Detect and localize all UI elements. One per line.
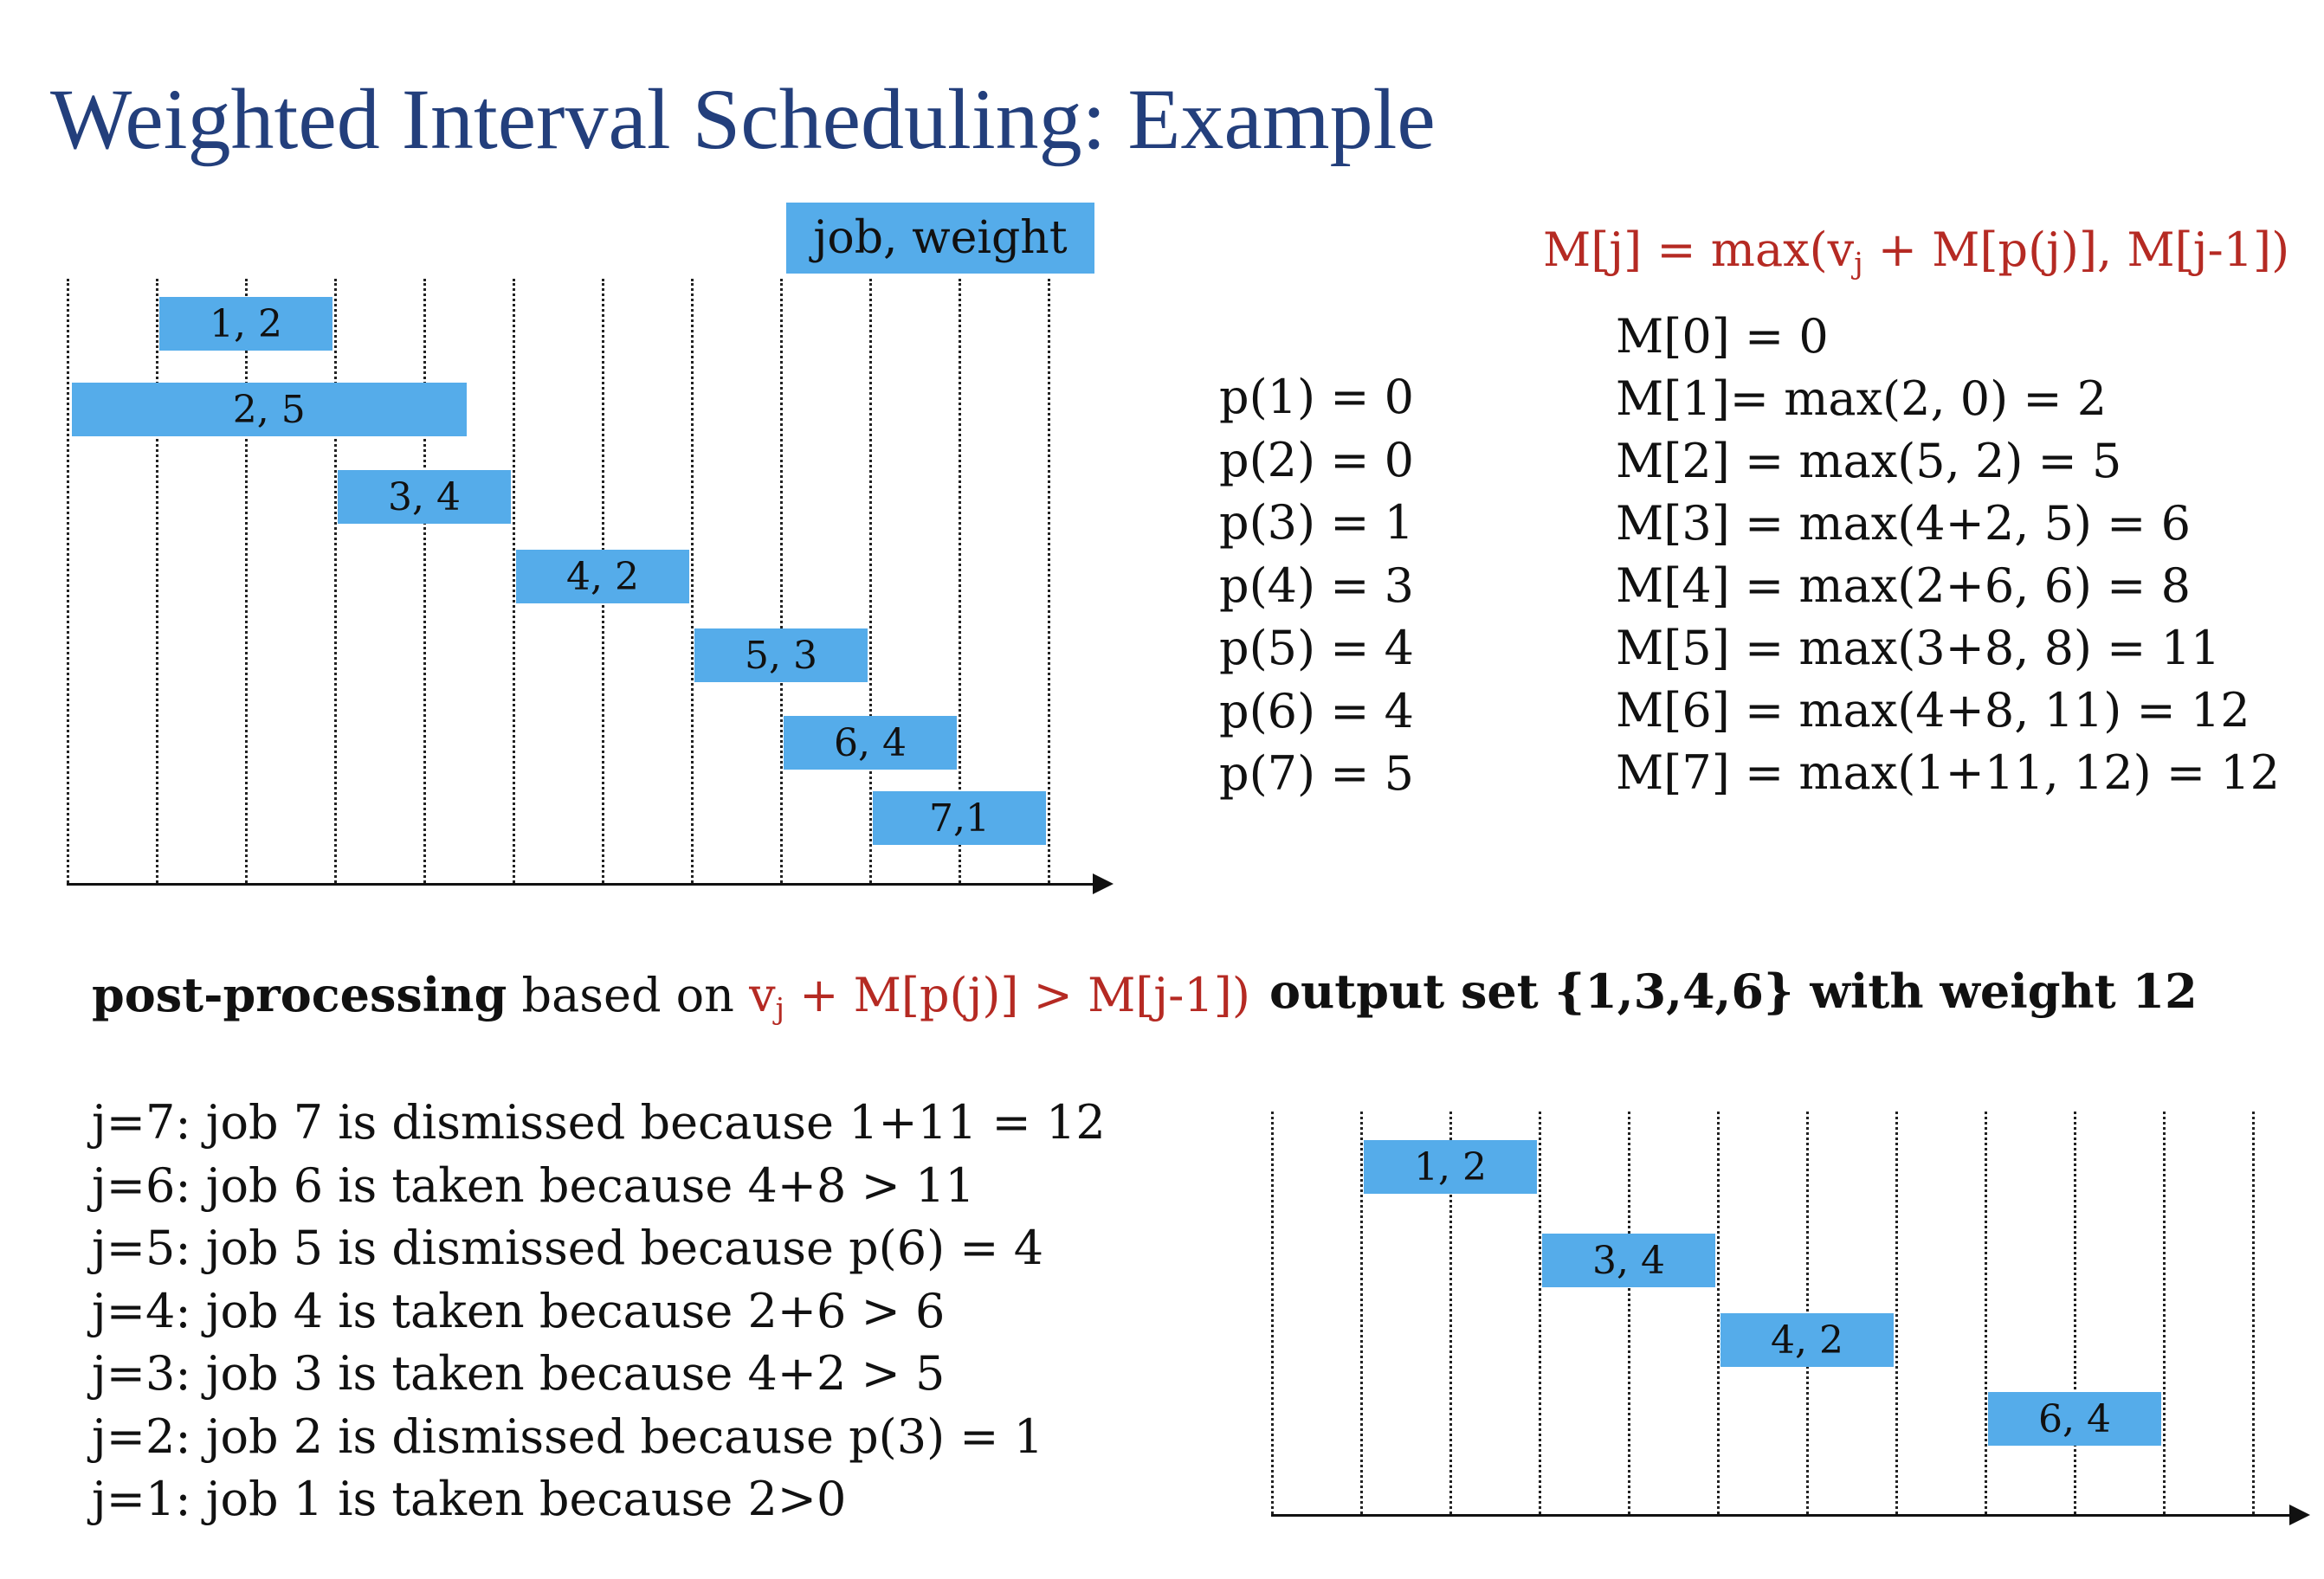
m-value-line: M[6] = max(4+8, 11) = 12 xyxy=(1616,683,2250,738)
p-value-line: p(6) = 4 xyxy=(1219,683,1414,738)
recurrence-subscript: j xyxy=(1854,246,1863,280)
p-value-line: p(2) = 0 xyxy=(1219,432,1414,487)
condition-subscript: j xyxy=(775,991,785,1026)
postprocessing-heading-plain: based on xyxy=(507,968,750,1022)
p-value-line: p(1) = 0 xyxy=(1219,370,1414,424)
postprocessing-line: j=5: job 5 is dismissed because p(6) = 4 xyxy=(92,1221,1044,1275)
m-value-line: M[7] = max(1+11, 12) = 12 xyxy=(1616,745,2280,800)
legend-job-weight: job, weight xyxy=(786,203,1094,274)
time-gridline xyxy=(1360,1112,1363,1514)
m-value-line: M[3] = max(4+2, 5) = 6 xyxy=(1616,496,2191,551)
time-gridline xyxy=(245,279,248,883)
time-gridline xyxy=(691,279,694,883)
time-gridline xyxy=(2163,1112,2166,1514)
postprocessing-line: j=7: job 7 is dismissed because 1+11 = 1… xyxy=(92,1095,1106,1150)
time-gridline xyxy=(2074,1112,2076,1514)
job-bar: 1, 2 xyxy=(159,297,332,351)
m-value-line: M[1]= max(2, 0) = 2 xyxy=(1616,371,2108,426)
postprocessing-line: j=3: job 3 is taken because 4+2 > 5 xyxy=(92,1346,946,1401)
postprocessing-heading: post-processing based on vj + M[p(j)] > … xyxy=(92,971,1250,1023)
p-value-line: p(4) = 3 xyxy=(1219,557,1414,613)
time-gridline xyxy=(2252,1112,2255,1514)
time-axis xyxy=(67,883,1093,886)
recurrence-rhs: + M[p(j)], M[j-1]) xyxy=(1862,222,2290,277)
job-bar: 5, 3 xyxy=(694,628,868,682)
postprocessing-line: j=6: job 6 is taken because 4+8 > 11 xyxy=(92,1157,975,1213)
p-value-line: p(3) = 1 xyxy=(1219,495,1414,550)
p-value-line: p(5) = 4 xyxy=(1219,621,1414,675)
m-value-line: M[5] = max(3+8, 8) = 11 xyxy=(1616,621,2221,675)
time-gridline xyxy=(1717,1112,1720,1514)
condition-rest: + M[p(j)] > M[j-1]) xyxy=(784,968,1250,1022)
time-gridline xyxy=(869,279,872,883)
time-gridline xyxy=(156,279,158,883)
page-title: Weighted Interval Scheduling: Example xyxy=(50,71,1436,167)
time-gridline xyxy=(959,279,961,883)
job-bar: 7,1 xyxy=(873,791,1046,845)
axis-arrowhead xyxy=(1093,873,1114,894)
job-bar: 2, 5 xyxy=(72,383,467,436)
postprocessing-condition: vj + M[p(j)] > M[j-1]) xyxy=(749,968,1250,1026)
recurrence-formula: M[j] = max(vj + M[p(j)], M[j-1]) xyxy=(1543,227,2289,278)
m-value-line: M[0] = 0 xyxy=(1616,309,1829,364)
time-gridline xyxy=(513,279,515,883)
job-bar: 4, 2 xyxy=(516,550,689,603)
postprocessing-line: j=4: job 4 is taken because 2+6 > 6 xyxy=(92,1283,946,1338)
job-bar: 6, 4 xyxy=(784,716,957,770)
time-gridline xyxy=(1985,1112,1987,1514)
time-gridline xyxy=(1539,1112,1541,1514)
postprocessing-line: j=2: job 2 is dismissed because p(3) = 1 xyxy=(92,1408,1044,1464)
job-bar: 1, 2 xyxy=(1364,1140,1537,1194)
time-gridline xyxy=(334,279,337,883)
job-bar: 3, 4 xyxy=(1542,1234,1715,1287)
job-bar: 3, 4 xyxy=(338,470,511,524)
time-axis xyxy=(1271,1514,2289,1517)
time-gridline xyxy=(423,279,426,883)
job-bar: 4, 2 xyxy=(1720,1313,1894,1367)
job-bar: 6, 4 xyxy=(1988,1392,2161,1446)
output-heading: output set {1,3,4,6} with weight 12 xyxy=(1269,964,2198,1019)
postprocessing-line: j=1: job 1 is taken because 2>0 xyxy=(92,1472,847,1526)
time-gridline xyxy=(1895,1112,1898,1514)
time-gridline xyxy=(1271,1112,1274,1514)
m-value-line: M[4] = max(2+6, 6) = 8 xyxy=(1616,558,2191,613)
condition-v: v xyxy=(749,968,776,1022)
axis-arrowhead xyxy=(2289,1505,2310,1525)
postprocessing-heading-bold: post-processing xyxy=(92,967,507,1022)
time-gridline xyxy=(780,279,783,883)
time-gridline xyxy=(67,279,69,883)
m-value-line: M[2] = max(5, 2) = 5 xyxy=(1616,434,2122,488)
recurrence-lhs: M[j] = max(v xyxy=(1543,222,1855,277)
p-value-line: p(7) = 5 xyxy=(1219,746,1414,801)
time-gridline xyxy=(1806,1112,1809,1514)
time-gridline xyxy=(1628,1112,1630,1514)
time-gridline xyxy=(1449,1112,1452,1514)
time-gridline xyxy=(1048,279,1050,883)
